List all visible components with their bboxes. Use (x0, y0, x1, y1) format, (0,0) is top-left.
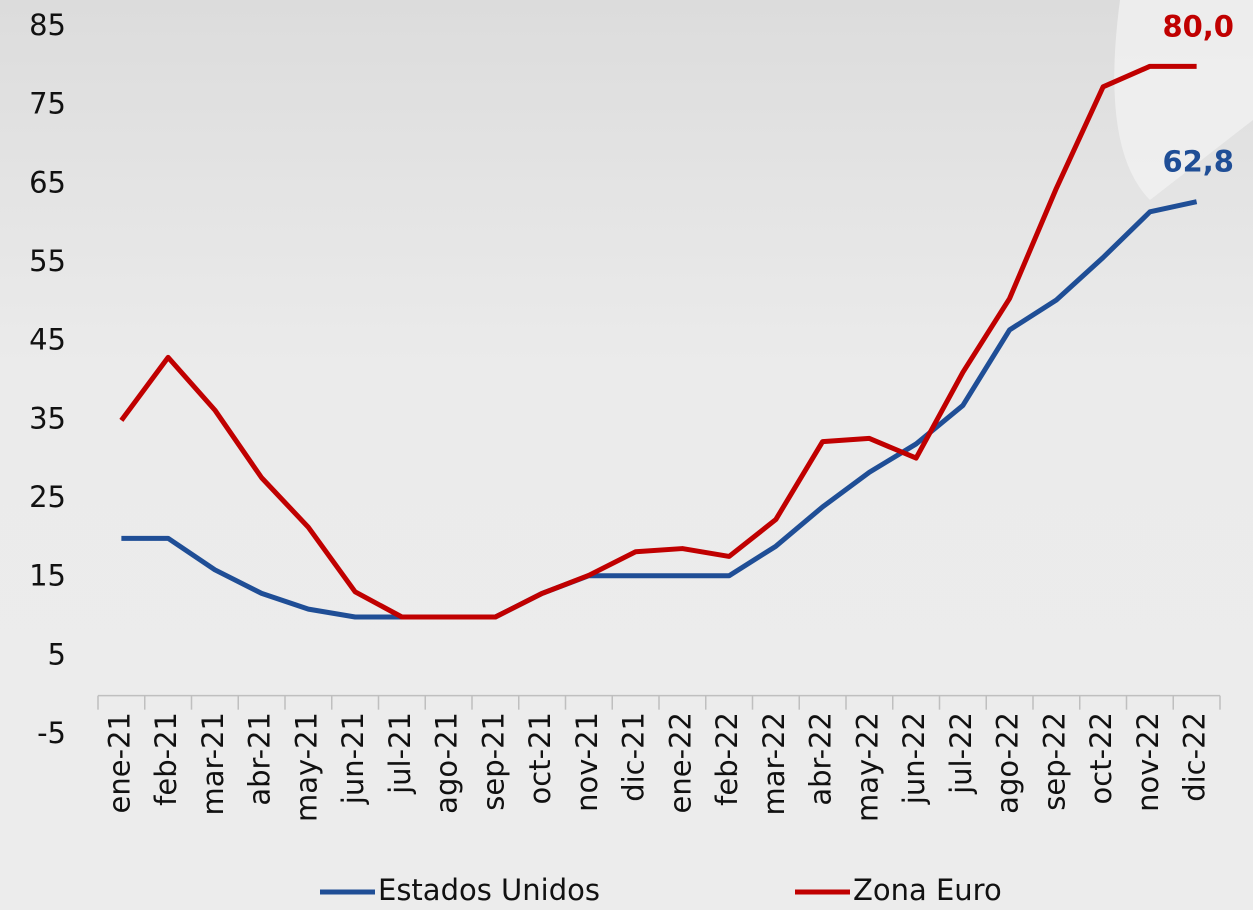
x-tick-label: ene-22 (663, 712, 697, 813)
x-tick-label: jul-21 (383, 712, 417, 795)
x-tick-label: dic-22 (1178, 712, 1212, 802)
x-tick-label: sep-21 (476, 712, 510, 811)
data-label: 62,8 (1162, 145, 1234, 179)
y-tick-label: 35 (29, 401, 66, 435)
x-tick-label: abr-21 (243, 712, 277, 806)
x-tick-label: may-22 (850, 712, 884, 822)
x-tick-label: oct-21 (523, 712, 557, 804)
x-tick-label: jun-22 (897, 712, 931, 805)
y-tick-label: -5 (37, 716, 66, 750)
x-tick-label: mar-21 (196, 712, 230, 815)
x-tick-label: feb-22 (710, 712, 744, 806)
x-tick-label: ene-21 (102, 712, 136, 813)
x-tick-label: sep-22 (1037, 712, 1071, 811)
y-tick-label: 15 (29, 559, 66, 593)
x-tick-label: mar-22 (757, 712, 791, 815)
y-tick-label: 25 (29, 480, 66, 514)
x-tick-label: dic-21 (617, 712, 651, 802)
x-tick-label: jul-22 (944, 712, 978, 795)
x-tick-label: ago-21 (430, 712, 464, 814)
x-tick-label: feb-21 (149, 712, 183, 806)
x-tick-label: ago-22 (991, 712, 1025, 814)
data-label: 80,0 (1162, 9, 1234, 43)
x-tick-label: nov-21 (570, 712, 604, 812)
legend-label: Zona Euro (853, 873, 1002, 907)
y-tick-label: 65 (29, 165, 66, 199)
chart: -5 5 15 25 35 45 55 65 75 85 ene-21 feb-21 mar-21 abr… (0, 0, 1253, 910)
y-tick-label: 85 (29, 8, 66, 42)
x-tick-label: oct-22 (1084, 712, 1118, 804)
x-tick-label: nov-22 (1131, 712, 1165, 812)
y-tick-label: 55 (29, 244, 66, 278)
legend-label: Estados Unidos (378, 873, 600, 907)
x-tick-label: abr-22 (804, 712, 838, 806)
y-tick-label: 75 (29, 87, 66, 121)
x-tick-label: may-21 (289, 712, 323, 822)
y-tick-label: 5 (48, 637, 66, 671)
x-tick-label: jun-21 (336, 712, 370, 805)
y-tick-label: 45 (29, 323, 66, 357)
